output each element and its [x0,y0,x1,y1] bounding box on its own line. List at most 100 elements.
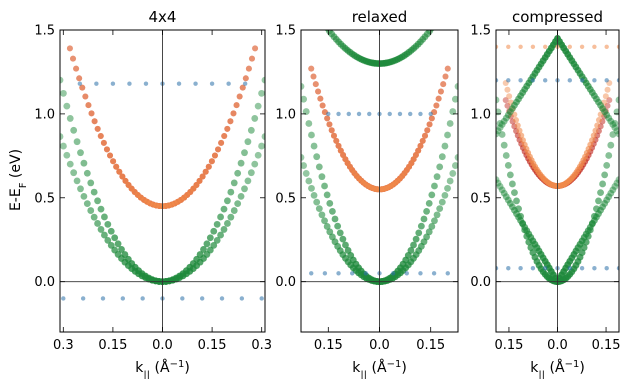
band-point [423,233,430,241]
band-point [76,75,83,82]
band-point [208,158,215,165]
band-point [80,159,88,167]
band-point [302,108,310,115]
band-point [310,4,317,11]
band-point [615,176,619,184]
x-tick-label: 0.0 [152,338,173,353]
band-point [83,200,91,208]
band-point [445,271,450,276]
panels-group: 4x4 0.3 0.15 0.0 0.15 0.3 0.0 0.5 1.0 1.5 k|| (Å−1… [34,4,620,379]
y-tick-label: 1.0 [275,107,296,122]
band-point [502,152,510,159]
y-tick-label: 0.5 [34,191,55,206]
band-point [331,215,339,223]
band-point [444,184,451,192]
band-point [234,200,242,208]
band-point [336,271,341,276]
band-point [77,149,84,157]
band-point [330,132,337,139]
band-point [315,163,323,171]
band-point [404,271,409,276]
band-point [418,111,423,117]
band-point [107,227,115,235]
band-point [315,11,322,18]
band-point [444,65,451,72]
band-point [70,55,77,62]
x-tick-label: 0.0 [369,338,390,353]
band-point [446,177,454,185]
band-point [244,138,252,146]
band-point [593,205,600,213]
band-point [496,176,500,184]
x-tick-label: 0.15 [314,338,343,353]
band-point [230,179,238,187]
band-point [114,240,122,248]
band-point [579,78,585,83]
band-point [305,177,313,185]
band-point [101,213,108,221]
band-point [326,228,334,236]
band-point [104,220,112,228]
band-point [363,271,369,276]
y-tick-label: 0.0 [470,275,491,290]
plot-area [60,30,265,332]
band-point [94,125,101,132]
band-point [224,220,231,227]
band-point [591,212,598,220]
band-point [599,180,606,188]
band-point [242,75,249,82]
band-point [205,163,212,170]
band-point [220,205,228,213]
band-point [592,266,597,271]
y-tick-label: 1.5 [275,24,296,39]
band-point [496,44,499,49]
band-point [87,179,95,187]
band-point [513,117,520,124]
band-point [107,241,115,249]
band-point [543,44,548,49]
band-point [234,169,242,177]
band-point [66,115,74,122]
band-point [502,97,509,104]
band-point [336,111,341,117]
band-point [613,127,619,135]
band-point [431,271,437,276]
band-point [310,142,318,150]
band-point [215,146,222,153]
band-point [509,180,516,188]
band-point [344,247,352,254]
band-point [83,169,91,177]
band-point [518,132,525,139]
band-point [85,102,92,109]
band-point [328,127,335,134]
band-point [441,142,449,150]
band-point [616,78,619,83]
band-point [180,296,185,301]
band-point [412,152,419,159]
band-point [412,235,420,243]
band-point [312,8,319,15]
band-point [440,81,447,88]
band-point [604,78,609,83]
band-point [258,142,265,150]
band-point [407,247,415,254]
band-point [397,111,403,117]
band-point [418,271,423,276]
band-point [408,111,413,117]
band-point [259,296,264,301]
band-point [346,111,351,117]
band-point [390,271,396,276]
band-point [436,163,444,171]
band-point [451,95,458,103]
x-tick-label: 0.15 [494,338,523,353]
band-point [254,151,262,159]
band-point [615,96,619,104]
band-point [339,235,347,243]
band-point [506,44,511,49]
band-point [496,78,499,83]
band-point [336,229,344,237]
band-point [224,125,231,132]
band-point [449,170,457,177]
band-point [239,84,246,91]
y-tick-label: 0.0 [34,275,55,290]
